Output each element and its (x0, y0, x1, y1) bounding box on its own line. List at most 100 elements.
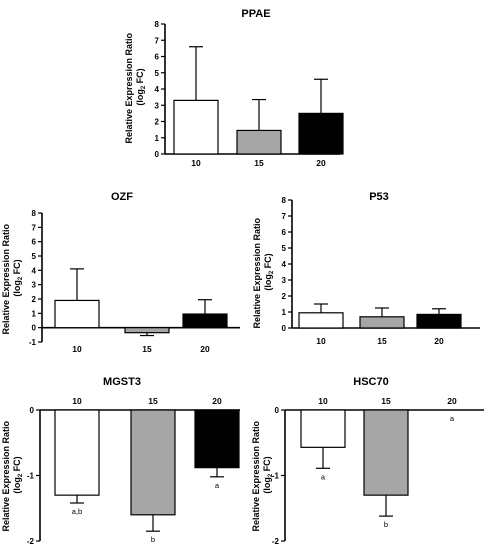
bar-20 (298, 112, 344, 155)
y-tick-label: -1 (272, 472, 280, 481)
plot-area: 0 1 2 3 4 5 6 7 8 10 15 20 (282, 196, 480, 346)
x-tick-label: 15 (254, 158, 264, 168)
significance-label: a (321, 472, 326, 481)
y-tick-label: 1 (32, 309, 37, 318)
bar-10 (298, 312, 344, 329)
y-tick-label: 4 (32, 266, 37, 275)
chart-title: MGST3 (103, 376, 141, 388)
significance-label: a (215, 481, 220, 490)
y-tick-label: 2 (282, 292, 287, 301)
significance-label: a (450, 414, 455, 423)
y-tick-label: 5 (155, 69, 160, 78)
x-tick-label: 10 (318, 396, 328, 406)
bar-10 (173, 99, 219, 155)
y-tick-label: 0 (282, 324, 287, 333)
bar-15 (124, 327, 170, 334)
y-tick-label: 6 (32, 238, 37, 247)
y-axis-label: Relative Expression Ratio (log2 FC) (1, 221, 24, 334)
y-tick-label: 8 (155, 20, 160, 29)
x-tick-label: 20 (200, 344, 210, 354)
y-axis-label-line2: (log (12, 280, 22, 297)
plot-area: -1 0 1 2 3 4 5 6 7 8 10 15 20 (29, 209, 240, 354)
y-tick-label: 6 (282, 228, 287, 237)
x-tick-label: 15 (377, 336, 387, 346)
y-axis-label-subscript: 2 (141, 85, 147, 89)
y-axis-label-line1: Relative Expression Ratio (124, 32, 134, 143)
plot-area: -2 -1 0 10 a,b 15 b 20 a (27, 396, 240, 546)
y-axis-label-subscript: 2 (18, 473, 24, 477)
bar-10 (54, 409, 100, 496)
y-tick-label: 7 (32, 223, 37, 232)
chart-title: HSC70 (353, 376, 388, 388)
y-tick-label: 8 (32, 209, 37, 218)
chart-title: PPAE (241, 8, 270, 20)
x-tick-label: 10 (72, 396, 82, 406)
y-tick-label: 3 (155, 101, 160, 110)
y-tick-label: 5 (282, 244, 287, 253)
y-axis-label: Relative Expression Ratio (log2 FC) (124, 30, 147, 143)
y-axis-label-line2: (log (262, 477, 272, 494)
x-tick-label: 20 (316, 158, 326, 168)
chart-panel-ozf: OZF Relative Expression Ratio (log2 FC) … (1, 191, 240, 354)
y-tick-label: -2 (27, 537, 35, 546)
y-tick-label: 8 (282, 196, 287, 205)
y-axis-label-line2-end: FC) (12, 456, 22, 474)
y-axis-label-line2-end: FC) (263, 253, 273, 271)
x-tick-label: 15 (381, 396, 391, 406)
y-axis-label-line2: (log (12, 477, 22, 494)
y-tick-label: 2 (32, 295, 37, 304)
y-tick-label: -1 (27, 472, 35, 481)
y-axis-label-line2: (log (263, 274, 273, 291)
y-tick-label: 3 (32, 281, 37, 290)
x-tick-label: 20 (212, 396, 222, 406)
y-tick-label: 7 (155, 36, 160, 45)
chart-panel-p53: P53 Relative Expression Ratio (log2 FC) … (252, 191, 480, 346)
y-axis-label-line1: Relative Expression Ratio (251, 420, 261, 531)
bar-15 (363, 409, 409, 496)
y-tick-label: 5 (32, 252, 37, 261)
y-tick-label: 2 (155, 118, 160, 127)
significance-label: a,b (72, 507, 82, 516)
chart-title: P53 (369, 191, 389, 203)
y-tick-label: 0 (275, 406, 280, 415)
y-axis-label-line1: Relative Expression Ratio (1, 223, 11, 334)
chart-title: OZF (111, 191, 133, 203)
y-tick-label: 0 (155, 150, 160, 159)
x-tick-label: 10 (316, 336, 326, 346)
bar-15 (359, 316, 405, 329)
y-axis-label-line1: Relative Expression Ratio (1, 420, 11, 531)
x-tick-label: 10 (72, 344, 82, 354)
y-tick-label: -2 (272, 537, 280, 546)
y-axis-label-line2-end: FC) (262, 456, 272, 474)
y-tick-label: 4 (155, 85, 160, 94)
chart-panel-ppae: PPAE Relative Expression Ratio (log2 FC)… (124, 8, 344, 168)
y-axis-label-line2-end: FC) (135, 68, 145, 86)
y-axis-label: Relative Expression Ratio (log2 FC) (252, 215, 275, 328)
y-axis-label-subscript: 2 (18, 276, 24, 280)
bar-20 (194, 409, 240, 469)
y-tick-label: 0 (32, 324, 37, 333)
bar-20 (416, 313, 462, 329)
y-axis-label-line2: (log (135, 89, 145, 106)
y-tick-label: 0 (30, 406, 35, 415)
y-axis-label: Relative Expression Ratio (log2 FC) (251, 418, 274, 531)
x-tick-label: 20 (434, 336, 444, 346)
plot-area: 0 1 2 3 4 5 6 7 8 10 15 20 (155, 20, 344, 168)
x-tick-label: 15 (142, 344, 152, 354)
bar-10 (54, 299, 100, 329)
x-tick-label: 10 (191, 158, 201, 168)
x-tick-label: 20 (447, 396, 457, 406)
bar-15 (130, 409, 176, 516)
y-tick-label: 3 (282, 276, 287, 285)
y-axis-label-line1: Relative Expression Ratio (252, 217, 262, 328)
y-tick-label: 1 (155, 134, 160, 143)
plot-area: -2 -1 0 10 a 15 b 20 a (272, 396, 484, 546)
x-tick-label: 15 (148, 396, 158, 406)
y-axis-label-subscript: 2 (269, 270, 275, 274)
y-axis-label: Relative Expression Ratio (log2 FC) (1, 418, 24, 531)
y-axis-label-subscript: 2 (268, 473, 274, 477)
bar-10 (300, 409, 346, 448)
chart-panel-hsc70: HSC70 Relative Expression Ratio (log2 FC… (251, 376, 484, 546)
significance-label: b (384, 520, 388, 529)
